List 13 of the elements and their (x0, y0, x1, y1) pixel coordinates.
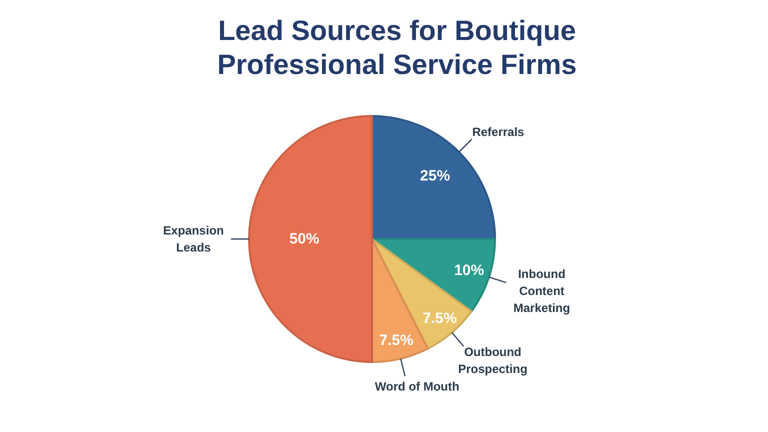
data-label: 25% (420, 167, 450, 184)
pie-slice (248, 115, 373, 363)
chart-title: Lead Sources for Boutique Professional Service Firms (216, 14, 578, 82)
data-label: 7.5% (422, 310, 457, 327)
slice-label: Outbound Prospecting (458, 345, 528, 376)
data-label: 50% (289, 230, 320, 248)
slice-label: Word of Mouth (374, 379, 460, 394)
data-label: 7.5% (379, 332, 414, 349)
data-label: 10% (454, 262, 484, 280)
slice-label: Referrals (472, 124, 525, 139)
slice-label: Expansion Leads (163, 224, 224, 254)
slice-label: Inbound Content Marketing (513, 267, 570, 316)
pie-slice (371, 238, 496, 312)
